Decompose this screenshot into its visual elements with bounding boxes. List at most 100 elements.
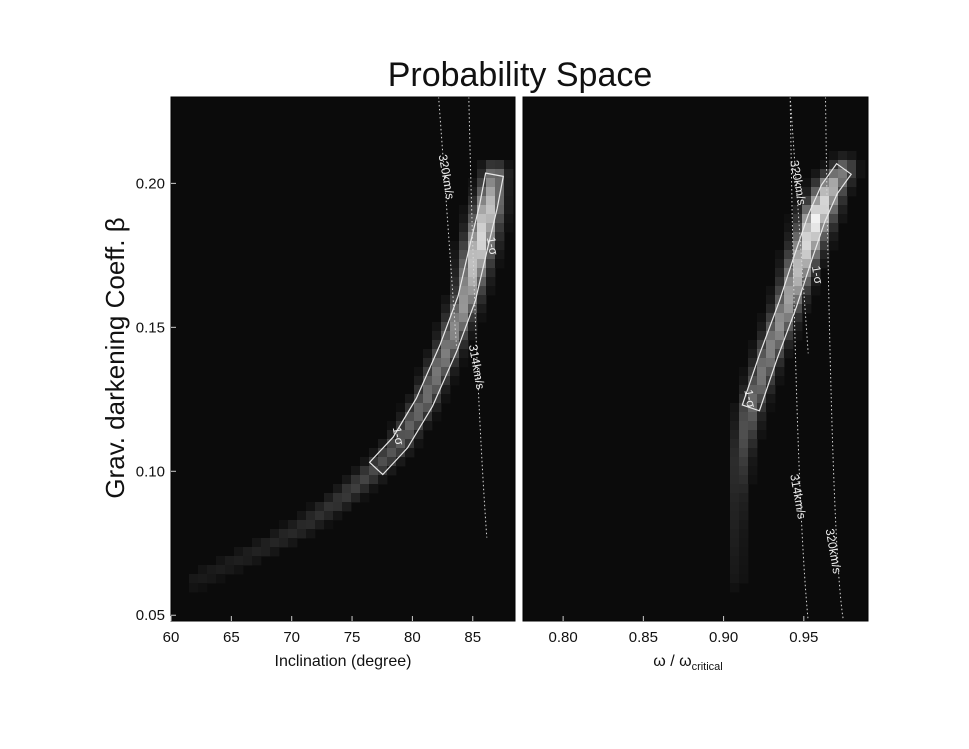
heatmap-cell — [730, 547, 740, 557]
heatmap-cell — [486, 187, 496, 197]
heatmap-cell — [432, 394, 442, 404]
heatmap-cell — [441, 331, 451, 341]
heatmap-cell — [784, 349, 794, 359]
heatmap-cell — [838, 187, 848, 197]
heatmap-cell — [450, 304, 460, 314]
heatmap-cell — [333, 502, 343, 512]
heatmap-cell — [333, 511, 343, 521]
heatmap-cell — [775, 286, 785, 296]
contour-label: 1-σ — [484, 236, 501, 257]
heatmap-cell — [477, 196, 487, 206]
heatmap-cell — [477, 313, 487, 323]
heatmap-cell — [486, 214, 496, 224]
heatmap-cell — [730, 448, 740, 458]
heatmap-cell — [369, 448, 379, 458]
heatmap-cell — [793, 259, 803, 269]
heatmap-cell — [396, 430, 406, 440]
one-sigma-contour — [741, 162, 853, 412]
heatmap-cell — [757, 385, 767, 395]
heatmap-cell — [486, 286, 496, 296]
heatmap-cell — [387, 439, 397, 449]
heatmap-cell — [198, 565, 208, 575]
velocity-contour-line — [789, 96, 809, 622]
heatmap-cell — [450, 376, 460, 386]
heatmap-cell — [757, 412, 767, 422]
heatmap-cell — [793, 322, 803, 332]
heatmap-cell — [748, 466, 758, 476]
heatmap-cell — [477, 277, 487, 287]
heatmap-cell — [477, 223, 487, 233]
heatmap-cell — [477, 169, 487, 179]
heatmap-cell — [468, 322, 478, 332]
heatmap-cell — [450, 250, 460, 260]
heatmap-cell — [441, 349, 451, 359]
heatmap-cell — [775, 367, 785, 377]
heatmap-cell — [252, 547, 262, 557]
heatmap-cell — [486, 277, 496, 287]
heatmap-cell — [468, 313, 478, 323]
heatmap-cell — [793, 277, 803, 287]
heatmap-cell — [739, 448, 749, 458]
heatmap-cell — [342, 502, 352, 512]
heatmap-cell — [369, 484, 379, 494]
heatmap-cell — [739, 367, 749, 377]
heatmap-cell — [748, 358, 758, 368]
heatmap-cell — [477, 295, 487, 305]
heatmap-cell — [450, 259, 460, 269]
heatmap-cell — [441, 295, 451, 305]
heatmap-cell — [793, 331, 803, 341]
heatmap-cell — [757, 331, 767, 341]
heatmap-cell — [423, 412, 433, 422]
heatmap-cell — [802, 196, 812, 206]
heatmap-cell — [802, 277, 812, 287]
x-tick-label: 60 — [163, 629, 180, 646]
heatmap-cell — [486, 250, 496, 260]
heatmap-cell — [766, 304, 776, 314]
heatmap-cell — [829, 169, 839, 179]
heatmap-cell — [378, 439, 388, 449]
heatmap-cell — [432, 376, 442, 386]
heatmap-cell — [279, 520, 289, 530]
heatmap-cell — [279, 538, 289, 548]
x-tick-label: 0.80 — [549, 629, 578, 646]
heatmap-cell — [423, 394, 433, 404]
heatmap-cell — [775, 340, 785, 350]
heatmap-cell — [486, 259, 496, 269]
heatmap-cell — [820, 223, 830, 233]
heatmap-cell — [820, 169, 830, 179]
y-tick-label: 0.20 — [136, 175, 165, 192]
heatmap-cell — [459, 358, 469, 368]
heatmap-cell — [802, 259, 812, 269]
heatmap-cell — [414, 367, 424, 377]
heatmap-cell — [423, 358, 433, 368]
heatmap-cell — [342, 484, 352, 494]
heatmap-cell — [739, 385, 749, 395]
heatmap-cell — [829, 187, 839, 197]
heatmap-cell — [378, 457, 388, 467]
heatmap-cell — [252, 556, 262, 566]
heatmap-cell — [766, 358, 776, 368]
heatmap-cell — [829, 160, 839, 170]
heatmap-cell — [387, 466, 397, 476]
heatmap-cell — [252, 538, 262, 548]
heatmap-cell — [504, 169, 514, 179]
x-tick-label: 70 — [283, 629, 300, 646]
heatmap-cell — [829, 151, 839, 161]
contour-label: 1-σ — [809, 265, 826, 286]
heatmap-cell — [432, 358, 442, 368]
heatmap-cell — [802, 232, 812, 242]
heatmap-cell — [423, 376, 433, 386]
heatmap-cell — [766, 394, 776, 404]
heatmap-cell — [766, 403, 776, 413]
heatmap-cell — [450, 277, 460, 287]
heatmap-cell — [847, 151, 857, 161]
heatmap-cell — [450, 268, 460, 278]
heatmap-cell — [459, 313, 469, 323]
heatmap-cell — [396, 439, 406, 449]
heatmap-cell — [468, 196, 478, 206]
heatmap-cell — [459, 286, 469, 296]
heatmap-cell — [757, 367, 767, 377]
heatmap-cell — [414, 412, 424, 422]
heatmap-cell — [414, 430, 424, 440]
heatmap-cell — [306, 502, 316, 512]
